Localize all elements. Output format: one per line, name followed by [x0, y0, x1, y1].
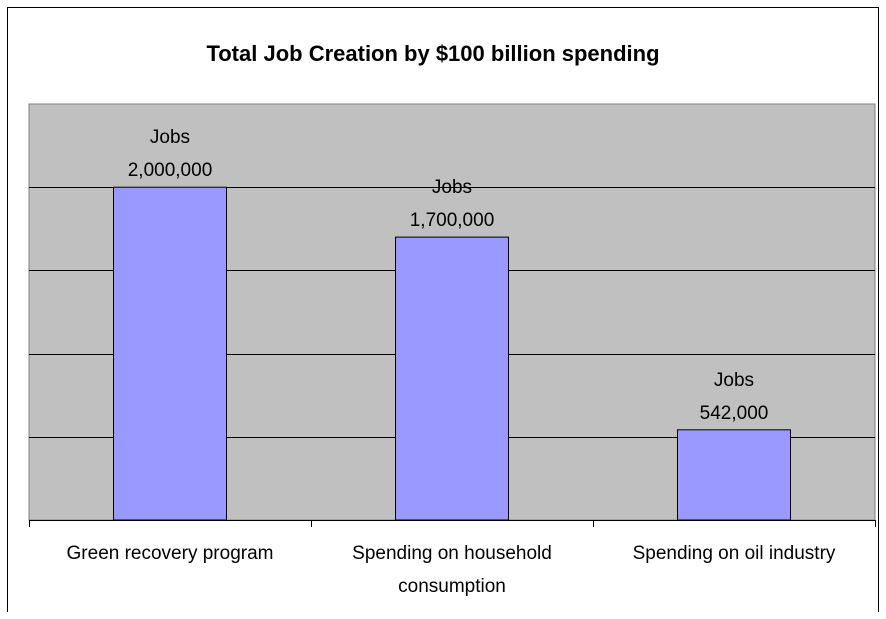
x-tick-label: Spending on oil industry: [633, 543, 836, 564]
x-tick-label: Spending on household: [352, 543, 552, 564]
x-tick-label: Green recovery program: [67, 543, 274, 564]
x-tick-labels: Green recovery program Spending on househ…: [67, 543, 836, 597]
bar: [677, 429, 791, 521]
data-label: Jobs: [714, 370, 754, 391]
data-label: 1,700,000: [410, 210, 495, 231]
x-axis: [29, 520, 876, 527]
data-label: Jobs: [150, 127, 190, 148]
chart-title: Total Job Creation by $100 billion spend…: [206, 41, 659, 66]
bars: [113, 186, 791, 521]
data-labels: Jobs 2,000,000 Jobs 1,700,000 Jobs 542,000: [128, 127, 769, 424]
x-tick-label: consumption: [398, 576, 506, 597]
data-label: 2,000,000: [128, 160, 213, 181]
data-label: 542,000: [700, 403, 769, 424]
bar: [395, 236, 509, 521]
bar: [113, 186, 227, 521]
data-label: Jobs: [432, 177, 472, 198]
